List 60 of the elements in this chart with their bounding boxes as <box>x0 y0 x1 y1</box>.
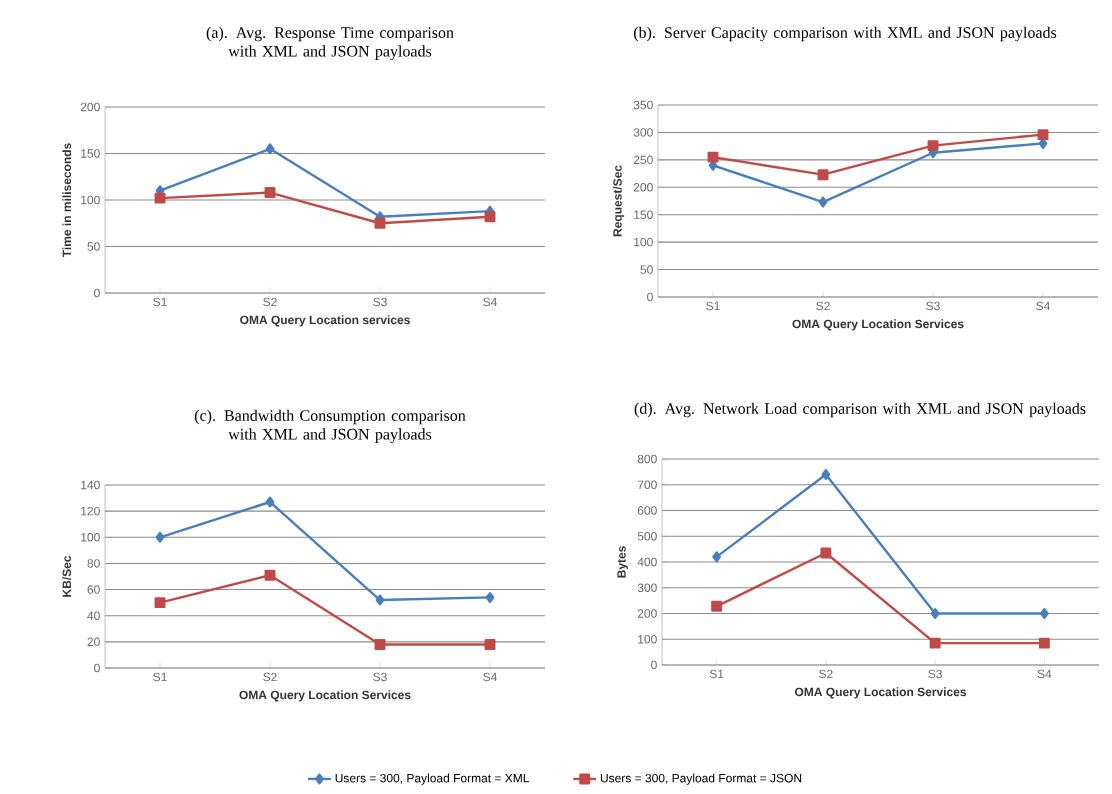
x-tick-label: S4 <box>483 672 497 682</box>
x-axis-title: OMA Query Location Services <box>794 687 967 699</box>
y-tick-label: 500 <box>637 532 657 541</box>
y-axis-title: Time in miliseconds <box>62 143 72 258</box>
chart-title: (d). Avg. Network Load comparison with XML and JSON payloads <box>634 402 1086 418</box>
x-tick-label: S1 <box>709 669 724 679</box>
y-axis-title: Request/Sec <box>612 165 625 237</box>
y-tick-label: 50 <box>87 242 100 251</box>
y-tick-label: 40 <box>87 611 100 620</box>
x-tick-label: S1 <box>153 672 167 682</box>
y-tick-label: 400 <box>637 557 657 567</box>
y-tick-label: 100 <box>81 195 100 205</box>
chart-title: (c). Bandwidth Consumption comparison with XML and JSON payloads <box>194 409 466 443</box>
y-tick-label: 100 <box>638 635 657 644</box>
y-tick-label: 60 <box>87 585 100 594</box>
y-tick-label: 50 <box>640 265 653 274</box>
y-axis-title: KB/Sec <box>62 555 72 597</box>
y-tick-label: 300 <box>633 128 653 137</box>
y-axis-title: Bytes <box>617 546 629 578</box>
x-tick-label: S4 <box>483 297 497 307</box>
y-tick-label: 0 <box>94 288 100 298</box>
legend-label: Users = 300, Payload Format = XML <box>335 773 530 785</box>
y-tick-label: 350 <box>633 100 653 110</box>
x-tick-label: S4 <box>1037 669 1052 679</box>
y-tick-label: 800 <box>637 454 657 464</box>
y-tick-label: 250 <box>633 155 653 165</box>
y-tick-label: 200 <box>80 102 100 112</box>
x-tick-label: S2 <box>819 669 833 679</box>
y-tick-label: 120 <box>81 506 100 516</box>
y-tick-label: 150 <box>634 210 653 219</box>
chart-title: (b). Server Capacity comparison with XML and JSON payloads <box>633 26 1057 42</box>
y-tick-label: 0 <box>651 660 657 670</box>
x-tick-label: S3 <box>373 297 387 307</box>
y-tick-label: 200 <box>633 183 653 192</box>
y-tick-label: 20 <box>87 637 100 647</box>
legend-label: Users = 300, Payload Format = JSON <box>600 773 802 785</box>
x-tick-label: S3 <box>926 301 940 311</box>
y-tick-label: 100 <box>81 533 100 542</box>
chart-title: (a). Avg. Response Time comparison with XML and JSON payloads <box>206 26 454 60</box>
y-tick-label: 0 <box>94 663 100 673</box>
x-tick-label: S3 <box>928 669 942 679</box>
y-tick-label: 80 <box>87 559 100 568</box>
y-tick-label: 140 <box>81 480 100 490</box>
x-tick-label: S2 <box>263 672 277 682</box>
x-axis-title: OMA Query Location Services <box>792 319 964 331</box>
y-tick-label: 100 <box>634 237 653 247</box>
y-tick-label: 0 <box>647 292 653 302</box>
x-tick-label: S1 <box>153 297 167 307</box>
y-tick-label: 150 <box>81 149 100 158</box>
y-tick-label: 600 <box>637 506 657 515</box>
y-tick-label: 700 <box>637 480 657 490</box>
x-axis-title: OMA Query Location Services <box>239 690 411 702</box>
x-tick-label: S2 <box>263 297 277 307</box>
x-axis-title: OMA Query Location services <box>240 315 410 327</box>
x-tick-label: S2 <box>816 301 830 311</box>
x-tick-label: S1 <box>706 301 720 311</box>
x-tick-label: S4 <box>1036 301 1050 311</box>
y-tick-label: 300 <box>637 583 657 593</box>
y-tick-label: 200 <box>637 609 657 618</box>
x-tick-label: S3 <box>373 672 387 682</box>
